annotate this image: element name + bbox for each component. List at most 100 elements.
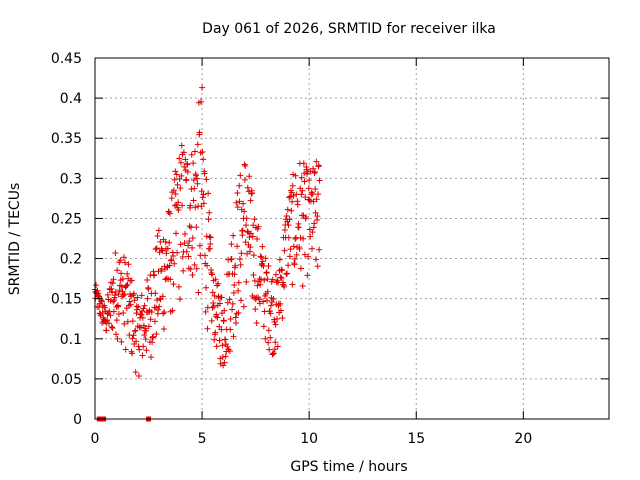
data-point: [313, 158, 320, 165]
data-point: [293, 251, 300, 258]
data-point: [236, 182, 243, 189]
data-point: [179, 253, 186, 260]
data-point: [242, 222, 249, 229]
data-point: [214, 314, 221, 321]
data-point: [301, 178, 308, 185]
data-point: [239, 227, 246, 234]
data-point: [218, 294, 225, 301]
data-point: [259, 243, 266, 250]
data-point: [314, 213, 321, 220]
data-point: [167, 276, 174, 283]
data-point: [148, 308, 155, 315]
data-point: [218, 326, 225, 333]
data-point: [140, 343, 147, 350]
y-tick-label: 0.25: [51, 211, 82, 227]
data-point: [134, 294, 141, 301]
data-point: [103, 327, 110, 334]
data-point: [180, 267, 187, 274]
data-point: [198, 98, 205, 105]
data-point: [145, 323, 152, 330]
data-point: [270, 295, 277, 302]
data-point: [199, 148, 206, 155]
data-point: [126, 298, 133, 305]
data-point: [230, 333, 237, 340]
data-point: [109, 324, 116, 331]
data-point: [246, 173, 253, 180]
data-point: [177, 241, 184, 248]
data-point: [121, 259, 128, 266]
data-point: [110, 276, 117, 283]
data-point: [216, 323, 223, 330]
data-point: [222, 336, 229, 343]
data-point: [265, 339, 272, 346]
data-point: [243, 278, 250, 285]
data-point: [109, 289, 116, 296]
y-tick-label: 0: [73, 412, 82, 428]
data-point: [310, 198, 317, 205]
y-tick-label: 0.2: [60, 252, 82, 268]
data-point: [219, 342, 226, 349]
data-point: [302, 214, 309, 221]
data-point: [168, 256, 175, 263]
data-point: [160, 325, 167, 332]
data-point: [251, 277, 258, 284]
data-point: [292, 235, 299, 242]
data-point: [175, 207, 182, 214]
data-point: [314, 263, 321, 270]
data-point: [111, 292, 118, 299]
data-point: [187, 266, 194, 273]
data-point: [277, 307, 284, 314]
data-point: [98, 298, 105, 305]
data-point: [129, 335, 136, 342]
data-point: [148, 354, 155, 361]
data-point: [220, 362, 227, 369]
data-point: [284, 206, 291, 213]
data-point: [264, 275, 271, 282]
data-point: [104, 317, 111, 324]
data-point: [313, 196, 320, 203]
data-point: [207, 240, 214, 247]
data-point: [259, 258, 266, 265]
y-tick-label: 0.45: [51, 51, 82, 67]
data-point: [309, 191, 316, 198]
data-point: [296, 245, 303, 252]
data-point: [172, 191, 179, 198]
y-tick-label: 0.15: [51, 292, 82, 308]
data-point: [229, 306, 236, 313]
data-point: [281, 283, 288, 290]
data-point: [193, 265, 200, 272]
data-point: [178, 159, 185, 166]
data-point: [271, 346, 278, 353]
data-point: [315, 162, 322, 169]
data-point: [190, 176, 197, 183]
data-point: [278, 274, 285, 281]
data-point: [210, 300, 217, 307]
data-point: [124, 270, 131, 277]
data-point: [176, 296, 183, 303]
data-point: [254, 235, 261, 242]
data-point: [237, 297, 244, 304]
data-point: [297, 265, 304, 272]
data-point: [135, 372, 142, 379]
data-point: [294, 201, 301, 208]
data-point: [281, 247, 288, 254]
data-point: [93, 282, 100, 289]
data-point: [305, 253, 312, 260]
data-point: [298, 174, 305, 181]
data-point: [151, 304, 158, 311]
data-point: [169, 307, 176, 314]
data-point: [222, 353, 229, 360]
data-point: [291, 261, 298, 268]
data-point: [183, 248, 190, 255]
data-point: [170, 253, 177, 260]
data-point: [232, 314, 239, 321]
y-tick-label: 0.05: [51, 372, 82, 388]
x-tick-label: 15: [407, 431, 425, 447]
data-point: [206, 209, 213, 216]
data-point: [267, 302, 274, 309]
data-point: [154, 297, 161, 304]
data-point: [152, 246, 159, 253]
data-point: [101, 304, 108, 311]
data-point: [208, 269, 215, 276]
